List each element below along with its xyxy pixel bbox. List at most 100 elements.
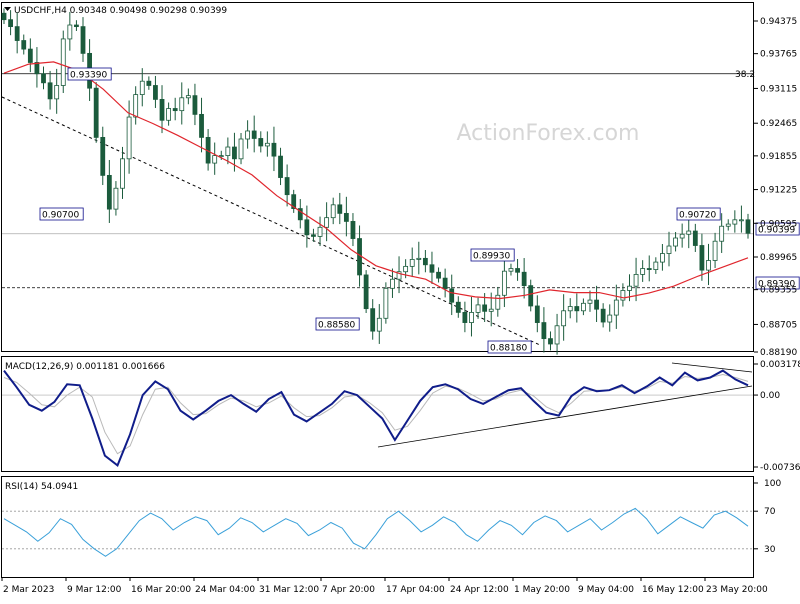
candle-body: [185, 95, 191, 99]
price-tick-label: 0.92465: [760, 119, 797, 129]
rsi-header: RSI(14) 54.0941: [5, 482, 78, 492]
price-tick-label: 0.89355: [760, 286, 797, 296]
candle-body: [179, 97, 185, 112]
x-tick-label: 17 Apr 04:00: [386, 585, 445, 595]
price-label-box: [39, 207, 84, 221]
candle-body: [172, 108, 178, 112]
price-label: 0.88180: [490, 344, 527, 354]
candle-body: [627, 285, 632, 291]
price-tick-label: 0.89965: [760, 253, 797, 263]
candle-body: [21, 40, 27, 50]
candle-body: [41, 73, 46, 84]
candle-body: [409, 259, 415, 267]
x-tick-label: 16 May 12:00: [642, 585, 704, 595]
candle-body: [166, 108, 172, 121]
price-tick-label: 0.88190: [760, 348, 797, 358]
moving-average-line: [3, 61, 749, 300]
candle-body: [278, 155, 283, 178]
candle-body: [587, 299, 593, 304]
candle-body: [60, 38, 66, 86]
price-label-box: [67, 67, 112, 81]
x-tick-label: 24 Mar 04:00: [195, 585, 255, 595]
macd-tick-label: 0.003178: [760, 360, 800, 370]
candle-body: [100, 136, 106, 176]
candle-body: [383, 287, 389, 319]
x-tick-label: 31 Mar 12:00: [259, 585, 319, 595]
x-tick-label: 9 May 04:00: [578, 585, 634, 595]
x-tick-label: 23 May 20:00: [706, 585, 768, 595]
candle-body: [258, 138, 264, 147]
candle-body: [725, 223, 731, 227]
candle-body: [706, 260, 711, 271]
macd-tick-label: 0.00: [760, 391, 780, 401]
price-label-box: [755, 222, 800, 236]
price-label-box: [315, 317, 360, 331]
candle-body: [343, 212, 349, 222]
candle-body: [232, 146, 237, 160]
candle-body: [422, 257, 428, 266]
candle-body: [436, 271, 441, 279]
candle-body: [284, 177, 290, 196]
candle-body: [47, 82, 53, 100]
candle-body: [311, 234, 316, 237]
candle-body: [692, 230, 698, 246]
price-tick-label: 0.93765: [760, 50, 797, 60]
candle-body: [8, 19, 13, 28]
candle-body: [80, 26, 86, 54]
candle-body: [567, 306, 573, 312]
candle-body: [508, 268, 514, 272]
candle-body: [67, 24, 73, 40]
candle-body: [27, 48, 33, 63]
candle-body: [376, 317, 382, 332]
candle-body: [350, 221, 356, 239]
candle-body: [245, 130, 251, 140]
candle-body: [396, 271, 402, 280]
candle-body: [600, 308, 606, 323]
price-label-box: [487, 340, 532, 354]
price-label-box: [755, 276, 800, 290]
macd-signal-line: [3, 373, 749, 455]
candle-body: [462, 311, 468, 323]
dropdown-arrow-icon[interactable]: [4, 7, 11, 11]
fib-level-label: 38.2: [735, 70, 755, 80]
candle-body: [640, 268, 646, 275]
candle-body: [580, 302, 586, 312]
candle-body: [501, 270, 507, 296]
candle-body: [1, 12, 7, 21]
candle-body: [120, 158, 125, 189]
rsi-panel-frame: [1, 476, 754, 578]
candle-body: [159, 99, 165, 121]
watermark: ActionForex.com: [457, 121, 640, 146]
candle-body: [304, 219, 310, 236]
price-tick-label: 0.91855: [760, 152, 797, 162]
candle-body: [133, 94, 139, 118]
candle-body: [225, 146, 231, 156]
candle-body: [488, 308, 494, 312]
price-label: 0.90700: [42, 211, 79, 221]
candle-body: [106, 174, 112, 210]
candle-body: [475, 304, 481, 313]
candle-body: [324, 217, 330, 228]
candle-body: [251, 130, 257, 139]
candle-body: [212, 155, 218, 164]
candle-body: [271, 142, 277, 157]
candle-body: [620, 290, 626, 301]
price-tick-label: 0.93115: [760, 84, 797, 94]
candle-body: [449, 288, 455, 303]
candle-body: [14, 26, 20, 41]
candle-body: [54, 85, 60, 100]
x-tick-label: 24 Apr 12:00: [450, 585, 509, 595]
candle-body: [521, 271, 527, 287]
price-label: 0.90399: [758, 226, 795, 236]
x-tick-label: 9 Mar 12:00: [67, 585, 122, 595]
candle-body: [541, 322, 547, 340]
rsi-tick-label: 30: [764, 545, 776, 555]
candle-body: [370, 308, 376, 332]
candle-body: [594, 299, 599, 310]
candle-body: [613, 299, 619, 316]
candle-body: [74, 24, 79, 28]
candle-body: [330, 204, 336, 219]
candle-body: [264, 142, 270, 147]
macd-trend-line-lower: [377, 385, 753, 448]
